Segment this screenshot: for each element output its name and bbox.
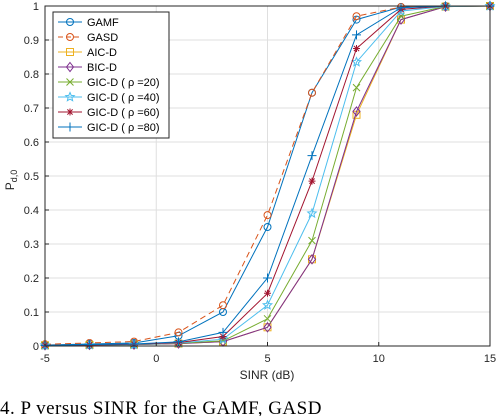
series-8-point [218,327,228,337]
x-tick-label: 15 [484,353,496,365]
legend-label: BIC-D [87,62,117,74]
y-axis-label: Pd,0 [3,170,19,191]
series-8-point [307,151,317,161]
y-tick-label: 0.4 [24,205,39,217]
series-8-point [396,3,406,13]
legend-marker [65,122,75,132]
series-4-point [352,106,361,117]
series-7-point [353,45,360,52]
series-8-point [85,340,94,350]
series-2-line [44,5,490,345]
legend-marker [66,33,74,41]
series-2-point [352,12,361,21]
series-5-point [352,83,361,92]
legend-label: AIC-D [87,47,117,59]
legend: GAMF GASD AIC-D BIC-D GIC-D ( ρ =20) GIC-D ( … [52,11,170,139]
series-8-point [263,273,272,283]
legend-marker [66,18,74,26]
series-4-point [263,321,272,333]
x-tick-label: 0 [153,353,159,365]
series-2-point [308,88,316,97]
series-5-point [308,236,316,245]
series-1-point [263,223,272,231]
legend-item: GIC-D ( ρ =20) [58,77,160,89]
x-tick-label: 10 [373,353,385,365]
y-tick-label: 0.6 [24,137,39,149]
legend-marker [64,91,76,102]
y-tick-label: 0.3 [24,239,39,251]
series-6-point [306,207,318,219]
series-4-point [307,253,317,265]
grid-lines [44,5,491,347]
legend-label: GIC-D ( ρ =40) [87,92,160,104]
legend-item: GASD [58,32,118,44]
figure-caption: 4. P versus SINR for the GAMF, GASD [0,398,322,416]
y-tick-label: 0.2 [24,273,39,285]
y-tick-label: 0.7 [24,103,39,115]
legend-box [52,11,170,139]
series-5-point [263,314,272,323]
legend-label: GIC-D ( ρ =20) [87,77,160,89]
legend-item: GIC-D ( ρ =80) [58,122,160,134]
series-8-point [352,30,361,40]
y-tick-label: 0 [33,341,39,353]
y-axis-label-subscript: d,0 [9,170,19,183]
series-8-point [129,339,139,349]
series-2-point [219,301,227,310]
y-tick-label: 0.8 [24,69,39,81]
x-axis-label: SINR (dB) [240,368,295,382]
legend-label: GAMF [87,17,119,29]
series-2-point [174,328,183,337]
legend-item: AIC-D [58,47,117,59]
legend-marker [66,78,74,86]
series-6-point [261,299,274,310]
legend-item: GAMF [58,17,119,29]
legend-marker [66,108,74,116]
y-tick-label: 0.5 [24,171,39,183]
series-6-point [217,333,229,344]
legend-item: GIC-D ( ρ =40) [58,91,160,104]
y-tick-label: 0.1 [24,307,39,319]
series-8-point [174,337,183,347]
x-tick-label: 5 [264,353,270,365]
y-tick-label: 1 [33,1,39,13]
series-7-point [308,177,316,185]
legend-item: BIC-D [58,61,117,74]
y-axis-label-group: Pd,0 [3,170,19,191]
legend-marker [65,61,75,73]
legend-item: GIC-D ( ρ =60) [58,107,160,119]
x-tick-label: -5 [40,353,50,365]
legend-marker [66,48,74,56]
legend-label: GIC-D ( ρ =60) [87,107,160,119]
y-tick-label: 0.9 [24,35,39,47]
series-2-point [263,211,272,220]
legend-label: GIC-D ( ρ =80) [87,122,160,134]
series-group [39,0,496,351]
series-6-point [350,56,363,67]
series-7-point [264,289,271,297]
legend-label: GASD [87,32,118,44]
